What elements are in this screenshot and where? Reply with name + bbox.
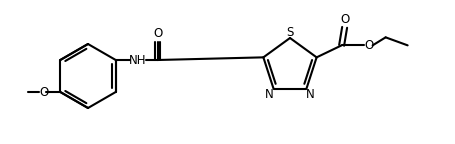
Text: NH: NH	[129, 54, 146, 67]
Text: O: O	[363, 39, 373, 52]
Text: O: O	[153, 26, 162, 39]
Text: O: O	[40, 86, 49, 98]
Text: S: S	[286, 25, 293, 38]
Text: N: N	[265, 88, 273, 101]
Text: N: N	[305, 88, 314, 101]
Text: O: O	[339, 13, 349, 26]
